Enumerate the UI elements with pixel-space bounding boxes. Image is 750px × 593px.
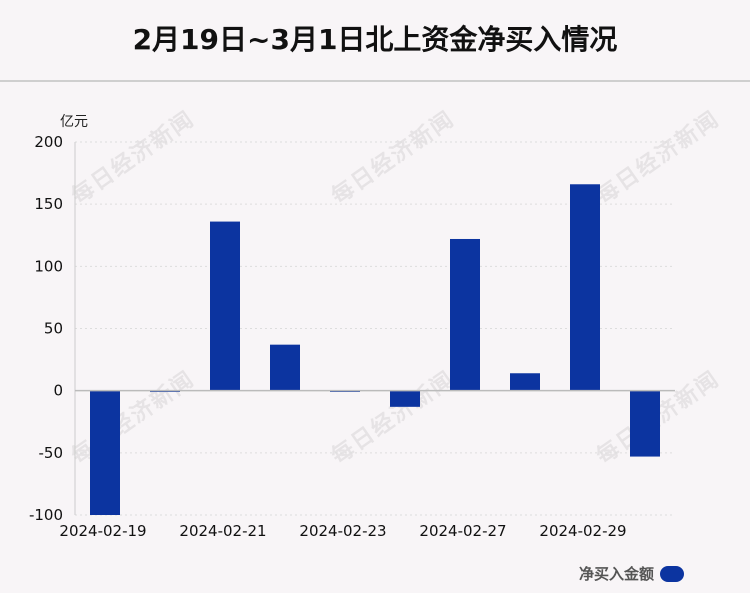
y-tick-label: 100 (34, 257, 63, 275)
bar (90, 390, 120, 515)
y-tick-label: 0 (53, 382, 63, 400)
chart-title: 2月19日~3月1日北上资金净买入情况 (132, 23, 618, 56)
x-tick-label: 2024-02-21 (179, 522, 266, 540)
bar (570, 184, 600, 391)
bar (510, 373, 540, 391)
y-tick-label: -50 (39, 444, 64, 462)
bar (210, 221, 240, 391)
title-divider (0, 80, 750, 82)
y-axis-unit: 亿元 (60, 114, 88, 130)
legend-swatch (660, 565, 684, 582)
y-tick-label: 200 (34, 133, 63, 151)
bar (390, 390, 420, 407)
legend-label: 净买入金额 (578, 565, 654, 583)
x-tick-label: 2024-02-19 (59, 522, 146, 540)
bar (270, 344, 300, 391)
x-tick-label: 2024-02-29 (539, 522, 626, 540)
y-tick-label: 150 (34, 195, 63, 213)
bar (630, 390, 660, 457)
bar (450, 238, 480, 391)
x-tick-label: 2024-02-23 (299, 522, 386, 540)
legend: 净买入金额 (579, 563, 684, 584)
y-tick-label: 50 (44, 320, 63, 338)
x-tick-label: 2024-02-27 (419, 522, 506, 540)
y-tick-label: -100 (29, 506, 63, 524)
